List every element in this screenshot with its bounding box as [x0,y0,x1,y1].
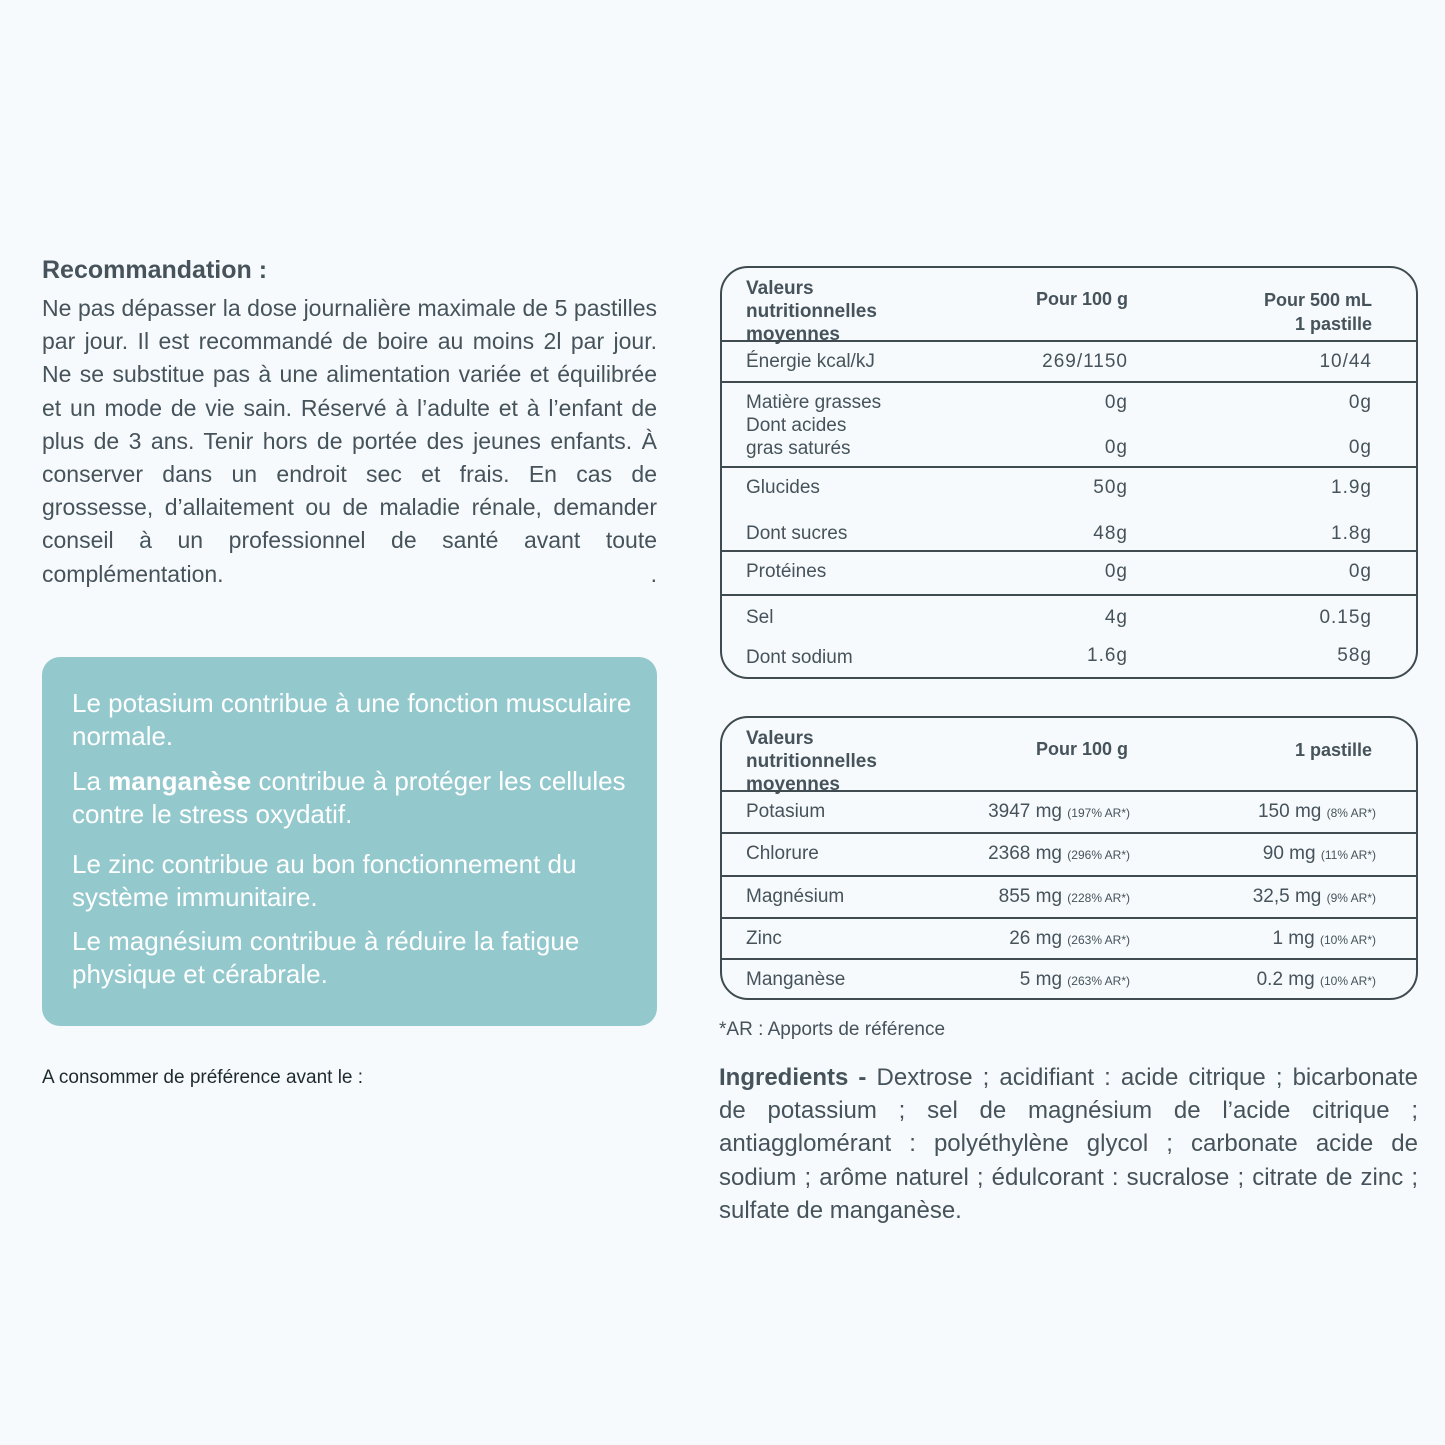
nutrient-label: Glucides [746,477,820,498]
amount: 855 mg [998,886,1063,907]
amount: 1 mg [1272,928,1315,949]
reference-intake: (263% AR*) [1067,974,1130,988]
header-label: Valeurs nutritionnelles moyennes [746,278,877,345]
header-col-100g: Pour 100 g [1035,739,1128,759]
nutrient-label: Énergie kcal/kJ [746,351,875,372]
ingredients: Ingredients - Dextrose ; acidifiant : ac… [719,1061,1418,1227]
value-per-serving: 0g [1348,437,1372,458]
table-row-group: Matière grasses 0g 0g Dont acides gras satu… [722,381,1416,466]
amount: 2368 mg [988,843,1063,864]
value-per-serving: 1.9g [1331,477,1372,498]
value-per-100g: 0g [1104,437,1128,458]
table-row: Zinc 26 mg (263% AR*) 1 mg (10% AR*) [722,917,1416,960]
claim-text: Le zinc contribue au bon fonctionnement … [72,849,577,912]
amount: 26 mg [1009,928,1063,949]
table-row: Magnésium 855 mg (228% AR*) 32,5 mg (9% AR… [722,875,1416,918]
nutrient-label: Protéines [746,561,827,582]
claim-text: contribue à protéger les cellules contre… [72,766,626,829]
amount: 32,5 mg [1252,886,1322,907]
reference-intake: (296% AR*) [1067,848,1130,862]
nutrient-label: Matière grasses [746,392,882,413]
claim-highlight: manganèse [108,766,252,796]
reference-intake: (263% AR*) [1067,933,1130,947]
value-per-100g: 48g [1093,523,1128,544]
value-per-serving: 150 mg (8% AR*) [1258,800,1376,825]
claim-text: Le magnésium contribue à réduire la fati… [72,926,580,989]
nutrient-label: Dont sucres [746,523,848,544]
value-per-100g: 0g [1104,561,1128,582]
amount: 90 mg [1262,843,1316,864]
value-per-100g: 0g [1104,392,1128,413]
nutrient-label: Dont acides gras saturés [746,415,851,459]
value-per-serving: 0.15g [1319,607,1372,628]
table-row-group: Protéines 0g 0g [722,550,1416,594]
table-row-group: Glucides 50g 1.9g Dont sucres 48g 1.8g [722,466,1416,550]
header-col-serving: Pour 500 mL 1 pastille [1263,290,1372,334]
value-per-serving: 32,5 mg (9% AR*) [1253,885,1376,910]
value-per-serving: 1.8g [1331,523,1372,544]
reference-intake: (11% AR*) [1320,848,1376,862]
reference-intake: (8% AR*) [1326,806,1376,820]
header-col-serving: 1 pastille [1294,740,1372,760]
recommendation-body: Ne pas dépasser la dose journalière maxi… [42,295,657,587]
mineral-label: Magnésium [746,886,845,907]
value-per-100g: 3947 mg (197% AR*) [988,800,1130,825]
ingredients-text: Dextrose ; acidifiant : acide citrique ;… [719,1064,1419,1224]
mineral-label: Potasium [746,801,826,822]
value-per-100g: 2368 mg (296% AR*) [988,842,1130,867]
reference-intake: (10% AR*) [1319,933,1376,947]
claim-text: La [72,766,109,796]
table-header: Valeurs nutritionnelles moyennes Pour 100… [722,268,1416,345]
value-per-100g: 4g [1104,607,1128,628]
health-claim: Le zinc contribue au bon fonctionnement … [72,848,632,914]
nutrient-label: Sel [746,607,774,628]
claim-text: Le potasium contribue à une fonction mus… [72,688,632,751]
nutrition-table: Valeurs nutritionnelles moyennes Pour 100… [720,266,1418,679]
table-row-group: Énergie kcal/kJ 269/1150 10/44 [722,340,1416,381]
footnote: *AR : Apports de référence [719,1019,946,1040]
health-claim: Le magnésium contribue à réduire la fati… [72,925,632,991]
value-per-serving: 0g [1348,561,1372,582]
table-row: Potasium 3947 mg (197% AR*) 150 mg (8% AR*… [722,790,1416,833]
header-col-100g: Pour 100 g [1035,289,1128,309]
minerals-table: Valeurs nutritionnelles moyennes Pour 100… [720,716,1418,1000]
reference-intake: (197% AR*) [1067,806,1130,820]
amount: 150 mg [1257,801,1322,822]
recommendation-text: Ne pas dépasser la dose journalière maxi… [42,292,657,591]
value-per-serving: 58g [1337,645,1372,666]
health-claim: La manganèse contribue à protéger les ce… [72,765,632,831]
reference-intake: (9% AR*) [1326,891,1376,905]
value-per-100g: 855 mg (228% AR*) [999,885,1130,910]
mineral-label: Zinc [746,928,782,949]
value-per-serving: 0.2 mg (10% AR*) [1257,968,1376,993]
reference-intake: (10% AR*) [1319,974,1376,988]
mineral-label: Chlorure [746,843,819,864]
value-per-serving: 10/44 [1319,351,1372,372]
nutrient-label: Dont sodium [746,647,853,668]
ingredients-label: Ingredients - [719,1064,877,1091]
amount: 0.2 mg [1256,969,1315,990]
value-per-100g: 269/1150 [1042,351,1128,372]
value-per-serving: 0g [1348,392,1372,413]
best-before-label: A consommer de préférence avant le : [42,1067,364,1088]
mineral-label: Manganèse [746,969,846,990]
table-header: Valeurs nutritionnelles moyennes Pour 100… [722,718,1416,795]
amount: 3947 mg [988,801,1063,822]
table-row-group: Sel 4g 0.15g Dont sodium 1.6g 58g [722,594,1416,677]
health-claim: Le potasium contribue à une fonction mus… [72,687,632,753]
table-row: Manganèse 5 mg (263% AR*) 0.2 mg (10% AR*) [722,958,1416,998]
amount: 5 mg [1019,969,1063,990]
value-per-serving: 90 mg (11% AR*) [1263,842,1376,867]
header-label: Valeurs nutritionnelles moyennes [746,728,877,795]
trailing-dot: . [650,560,657,587]
value-per-100g: 1.6g [1087,645,1128,666]
value-per-100g: 5 mg (263% AR*) [1020,968,1130,993]
health-claims-box: Le potasium contribue à une fonction mus… [42,657,657,1026]
recommendation-title: Recommandation : [42,256,268,284]
table-row: Chlorure 2368 mg (296% AR*) 90 mg (11% AR*… [722,832,1416,875]
value-per-100g: 26 mg (263% AR*) [1009,927,1130,952]
value-per-100g: 50g [1093,477,1128,498]
value-per-serving: 1 mg (10% AR*) [1272,927,1376,952]
reference-intake: (228% AR*) [1067,891,1130,905]
